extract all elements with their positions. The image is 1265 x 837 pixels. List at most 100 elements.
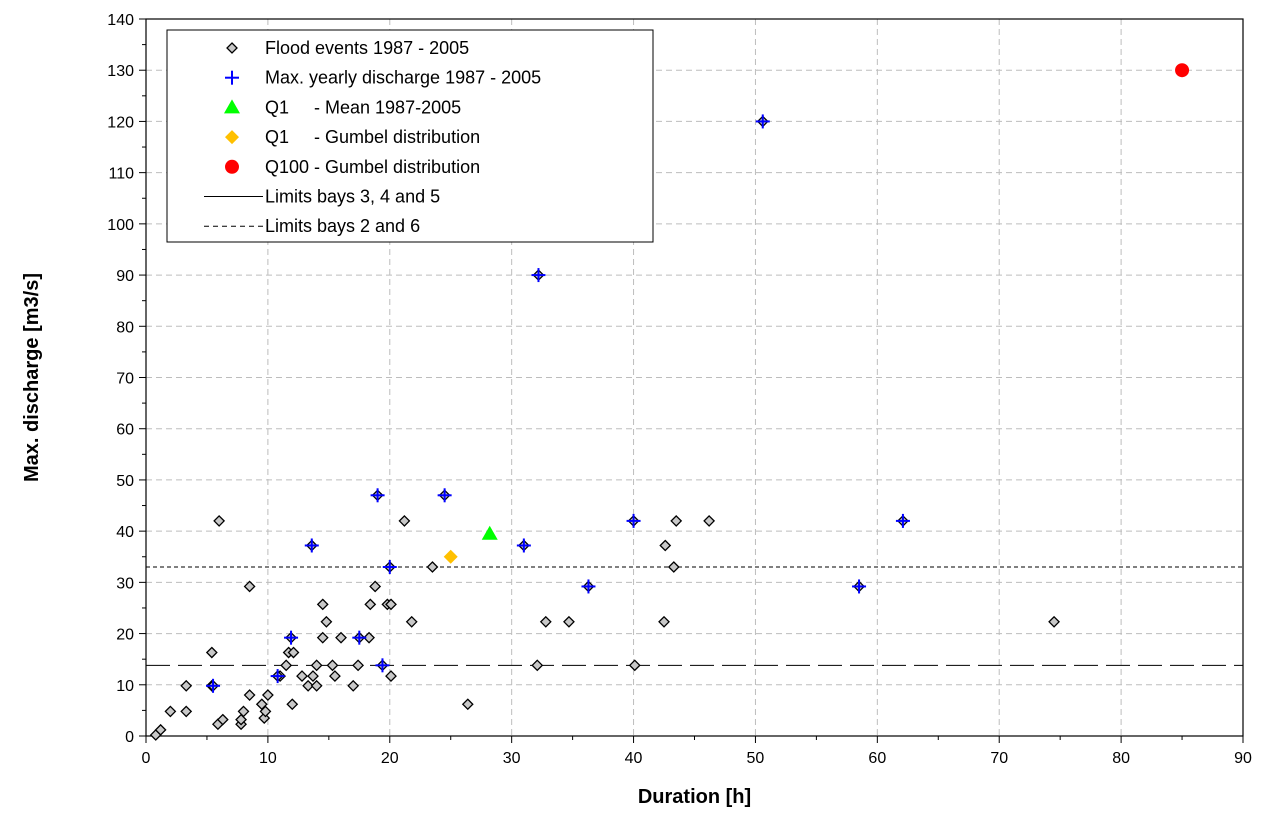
diamond-marker <box>310 679 323 692</box>
data-point <box>667 561 680 573</box>
data-point <box>316 598 329 611</box>
diamond-marker <box>316 631 329 644</box>
diamond-marker <box>180 705 193 718</box>
data-point <box>326 659 339 672</box>
data-point <box>154 723 167 736</box>
data-point <box>286 698 299 711</box>
x-tick-label: 80 <box>1112 750 1130 767</box>
legend-marker <box>225 130 239 145</box>
legend-label: Q100 - Gumbel distribution <box>265 157 480 177</box>
diamond-marker <box>563 615 575 628</box>
diamond-marker <box>539 615 552 628</box>
legend-label: Max. yearly discharge 1987 - 2005 <box>265 68 541 88</box>
diamond-filled-marker <box>225 130 239 145</box>
data-point <box>1048 615 1060 628</box>
legend-entry: Q1 - Gumbel distribution <box>225 127 480 147</box>
legend-label: Q1 - Gumbel distribution <box>265 127 480 147</box>
data-point <box>352 659 365 672</box>
diamond-marker <box>364 598 377 611</box>
y-tick-label: 120 <box>107 114 134 131</box>
triangle-marker <box>481 525 498 540</box>
diamond-marker <box>329 670 341 682</box>
diamond-marker <box>531 659 544 672</box>
data-point <box>539 615 552 628</box>
legend-entries: Flood events 1987 - 2005 Max. yearly disc… <box>204 38 541 236</box>
triangle-marker <box>224 99 240 114</box>
data-point <box>703 514 716 527</box>
data-point <box>895 513 910 528</box>
legend-entry: Max. yearly discharge 1987 - 2005 <box>225 68 541 88</box>
data-point <box>581 579 596 594</box>
diamond-marker <box>426 561 439 573</box>
data-point <box>310 659 323 672</box>
diamond-marker <box>154 723 167 736</box>
data-point <box>461 698 474 711</box>
data-point <box>329 670 341 682</box>
x-tick-label: 50 <box>747 750 765 767</box>
y-tick-label: 10 <box>116 678 134 695</box>
diamond-marker <box>243 580 256 593</box>
legend-entry: Limits bays 2 and 6 <box>204 216 420 236</box>
data-point <box>626 513 641 528</box>
data-point <box>347 679 360 692</box>
data-point <box>628 659 641 672</box>
data-point <box>385 670 397 682</box>
legend-label: Limits bays 2 and 6 <box>265 216 420 236</box>
legend-label: Limits bays 3, 4 and 5 <box>265 187 440 207</box>
data-point <box>243 580 256 593</box>
legend-entry: Q100 - Gumbel distribution <box>225 157 480 177</box>
data-point <box>352 630 367 645</box>
data-point <box>385 598 397 611</box>
diamond-marker <box>296 670 308 682</box>
y-tick-label: 140 <box>107 12 134 29</box>
y-tick-label: 90 <box>116 268 134 285</box>
y-tick-label: 70 <box>116 371 134 388</box>
diamond-marker <box>369 580 382 593</box>
diamond-marker <box>259 705 272 718</box>
data-point <box>287 646 300 659</box>
diamond-marker <box>703 514 716 527</box>
legend-entry: Limits bays 3, 4 and 5 <box>204 187 440 207</box>
data-point <box>375 658 390 673</box>
data-point <box>563 615 575 628</box>
data-point <box>270 669 285 684</box>
data-point <box>307 670 319 682</box>
diamond-marker <box>1048 615 1060 628</box>
diamond-filled-marker <box>443 549 458 564</box>
data-point <box>531 268 546 283</box>
data-point <box>206 678 221 693</box>
y-axis-title: Max. discharge [m3/s] <box>21 273 43 482</box>
diamond-marker <box>667 561 680 573</box>
data-point <box>398 514 411 527</box>
diamond-marker <box>352 659 365 672</box>
data-point <box>369 580 382 593</box>
data-point <box>443 549 458 564</box>
data-point <box>296 670 308 682</box>
data-markers <box>149 63 1190 741</box>
y-tick-label: 60 <box>116 422 134 439</box>
data-point <box>259 705 272 718</box>
diamond-marker <box>310 659 323 672</box>
data-point <box>261 689 274 701</box>
diamond-marker <box>316 598 329 611</box>
diamond-marker <box>261 689 274 701</box>
y-tick-label: 30 <box>116 575 134 592</box>
legend-marker <box>226 42 238 54</box>
legend-marker <box>224 99 240 114</box>
x-tick-label: 30 <box>503 750 521 767</box>
diamond-marker <box>287 646 300 659</box>
diamond-marker <box>205 646 218 659</box>
data-point <box>670 514 683 527</box>
data-point <box>205 646 218 659</box>
diamond-marker <box>226 42 238 54</box>
data-point <box>481 525 498 540</box>
diamond-marker <box>237 705 250 718</box>
data-point <box>164 705 177 718</box>
data-point <box>316 631 329 644</box>
diamond-marker <box>335 631 347 644</box>
circle-marker <box>225 159 239 174</box>
diamond-marker <box>307 670 319 682</box>
legend-label: Flood events 1987 - 2005 <box>265 38 469 58</box>
diamond-marker <box>347 679 360 692</box>
